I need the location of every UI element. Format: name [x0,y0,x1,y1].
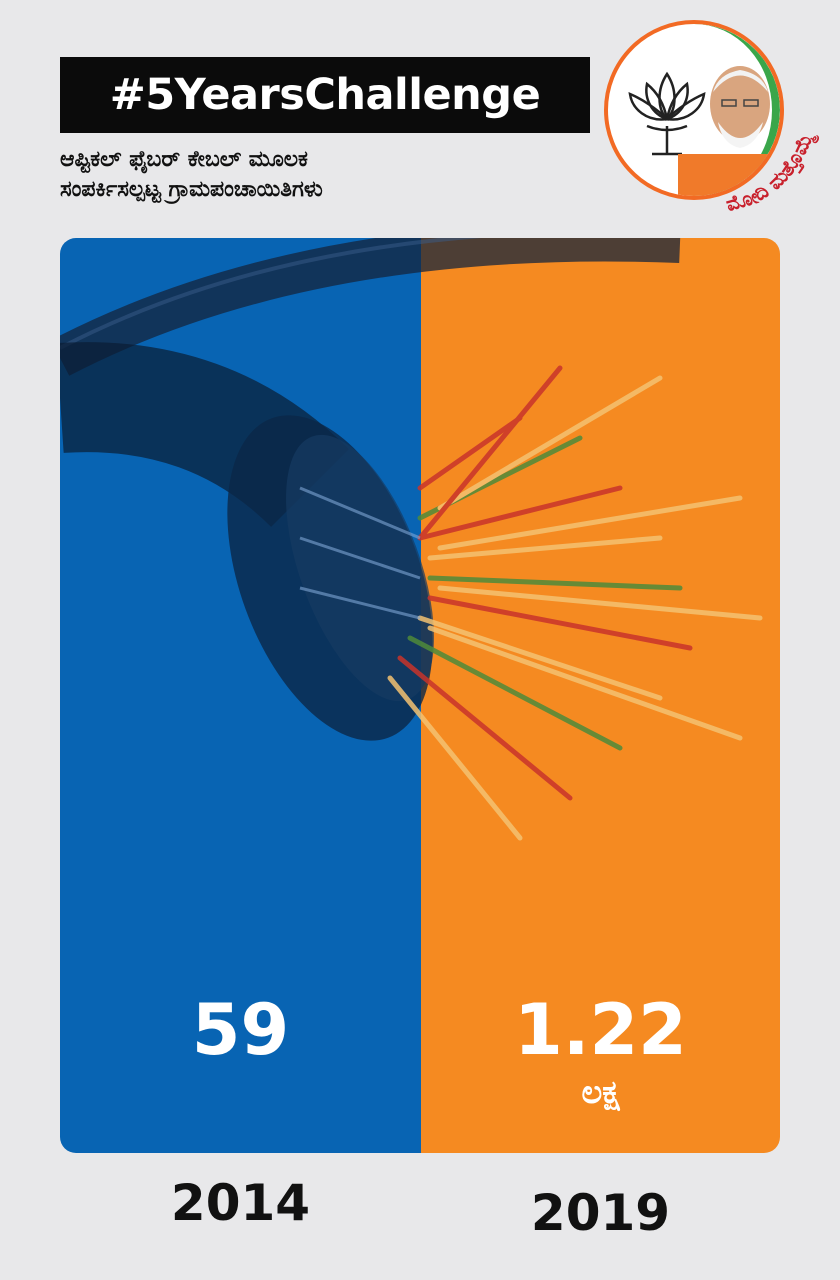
tagline-text: ಮೋದಿ ಮತ್ತೊಮ್ಮೆ [723,126,821,216]
year-label-2019: 2019 [530,1184,671,1242]
leader-portrait-image [678,66,780,196]
value-2014: 59 [191,989,290,1071]
hashtag-title: #5YearsChallenge [60,57,590,133]
bjp-lotus-icon [628,71,706,156]
modi-again-tagline: ಮೋದಿ ಮತ್ತೊಮ್ಮೆ [723,126,821,216]
panel-2019 [421,238,780,1153]
subtitle-line-1: ಆಪ್ಟಿಕಲ್ ಫೈಬರ್ ಕೇಬಲ್ ಮೂಲಕ [60,147,308,172]
unit-2019: ಲಕ್ಷ [581,1073,620,1111]
svg-text:ಮೋದಿ ಮತ್ತೊಮ್ಮೆ: ಮೋದಿ ಮತ್ತೊಮ್ಮೆ [723,126,821,216]
value-2019: 1.22 [514,989,687,1071]
party-logo-badge [604,20,784,200]
subtitle: ಆಪ್ಟಿಕಲ್ ಫೈಬರ್ ಕೇಬಲ್ ಮೂಲಕ ಸಂಪರ್ಕಿಸಲ್ಪಟ್ಟ… [60,145,600,205]
subtitle-line-2: ಸಂಪರ್ಕಿಸಲ್ಪಟ್ಟ ಗ್ರಾಮಪಂಚಾಯಿತಿಗಳು [60,177,323,202]
year-label-2014: 2014 [170,1174,311,1232]
fiber-cable-illustration [60,238,763,841]
